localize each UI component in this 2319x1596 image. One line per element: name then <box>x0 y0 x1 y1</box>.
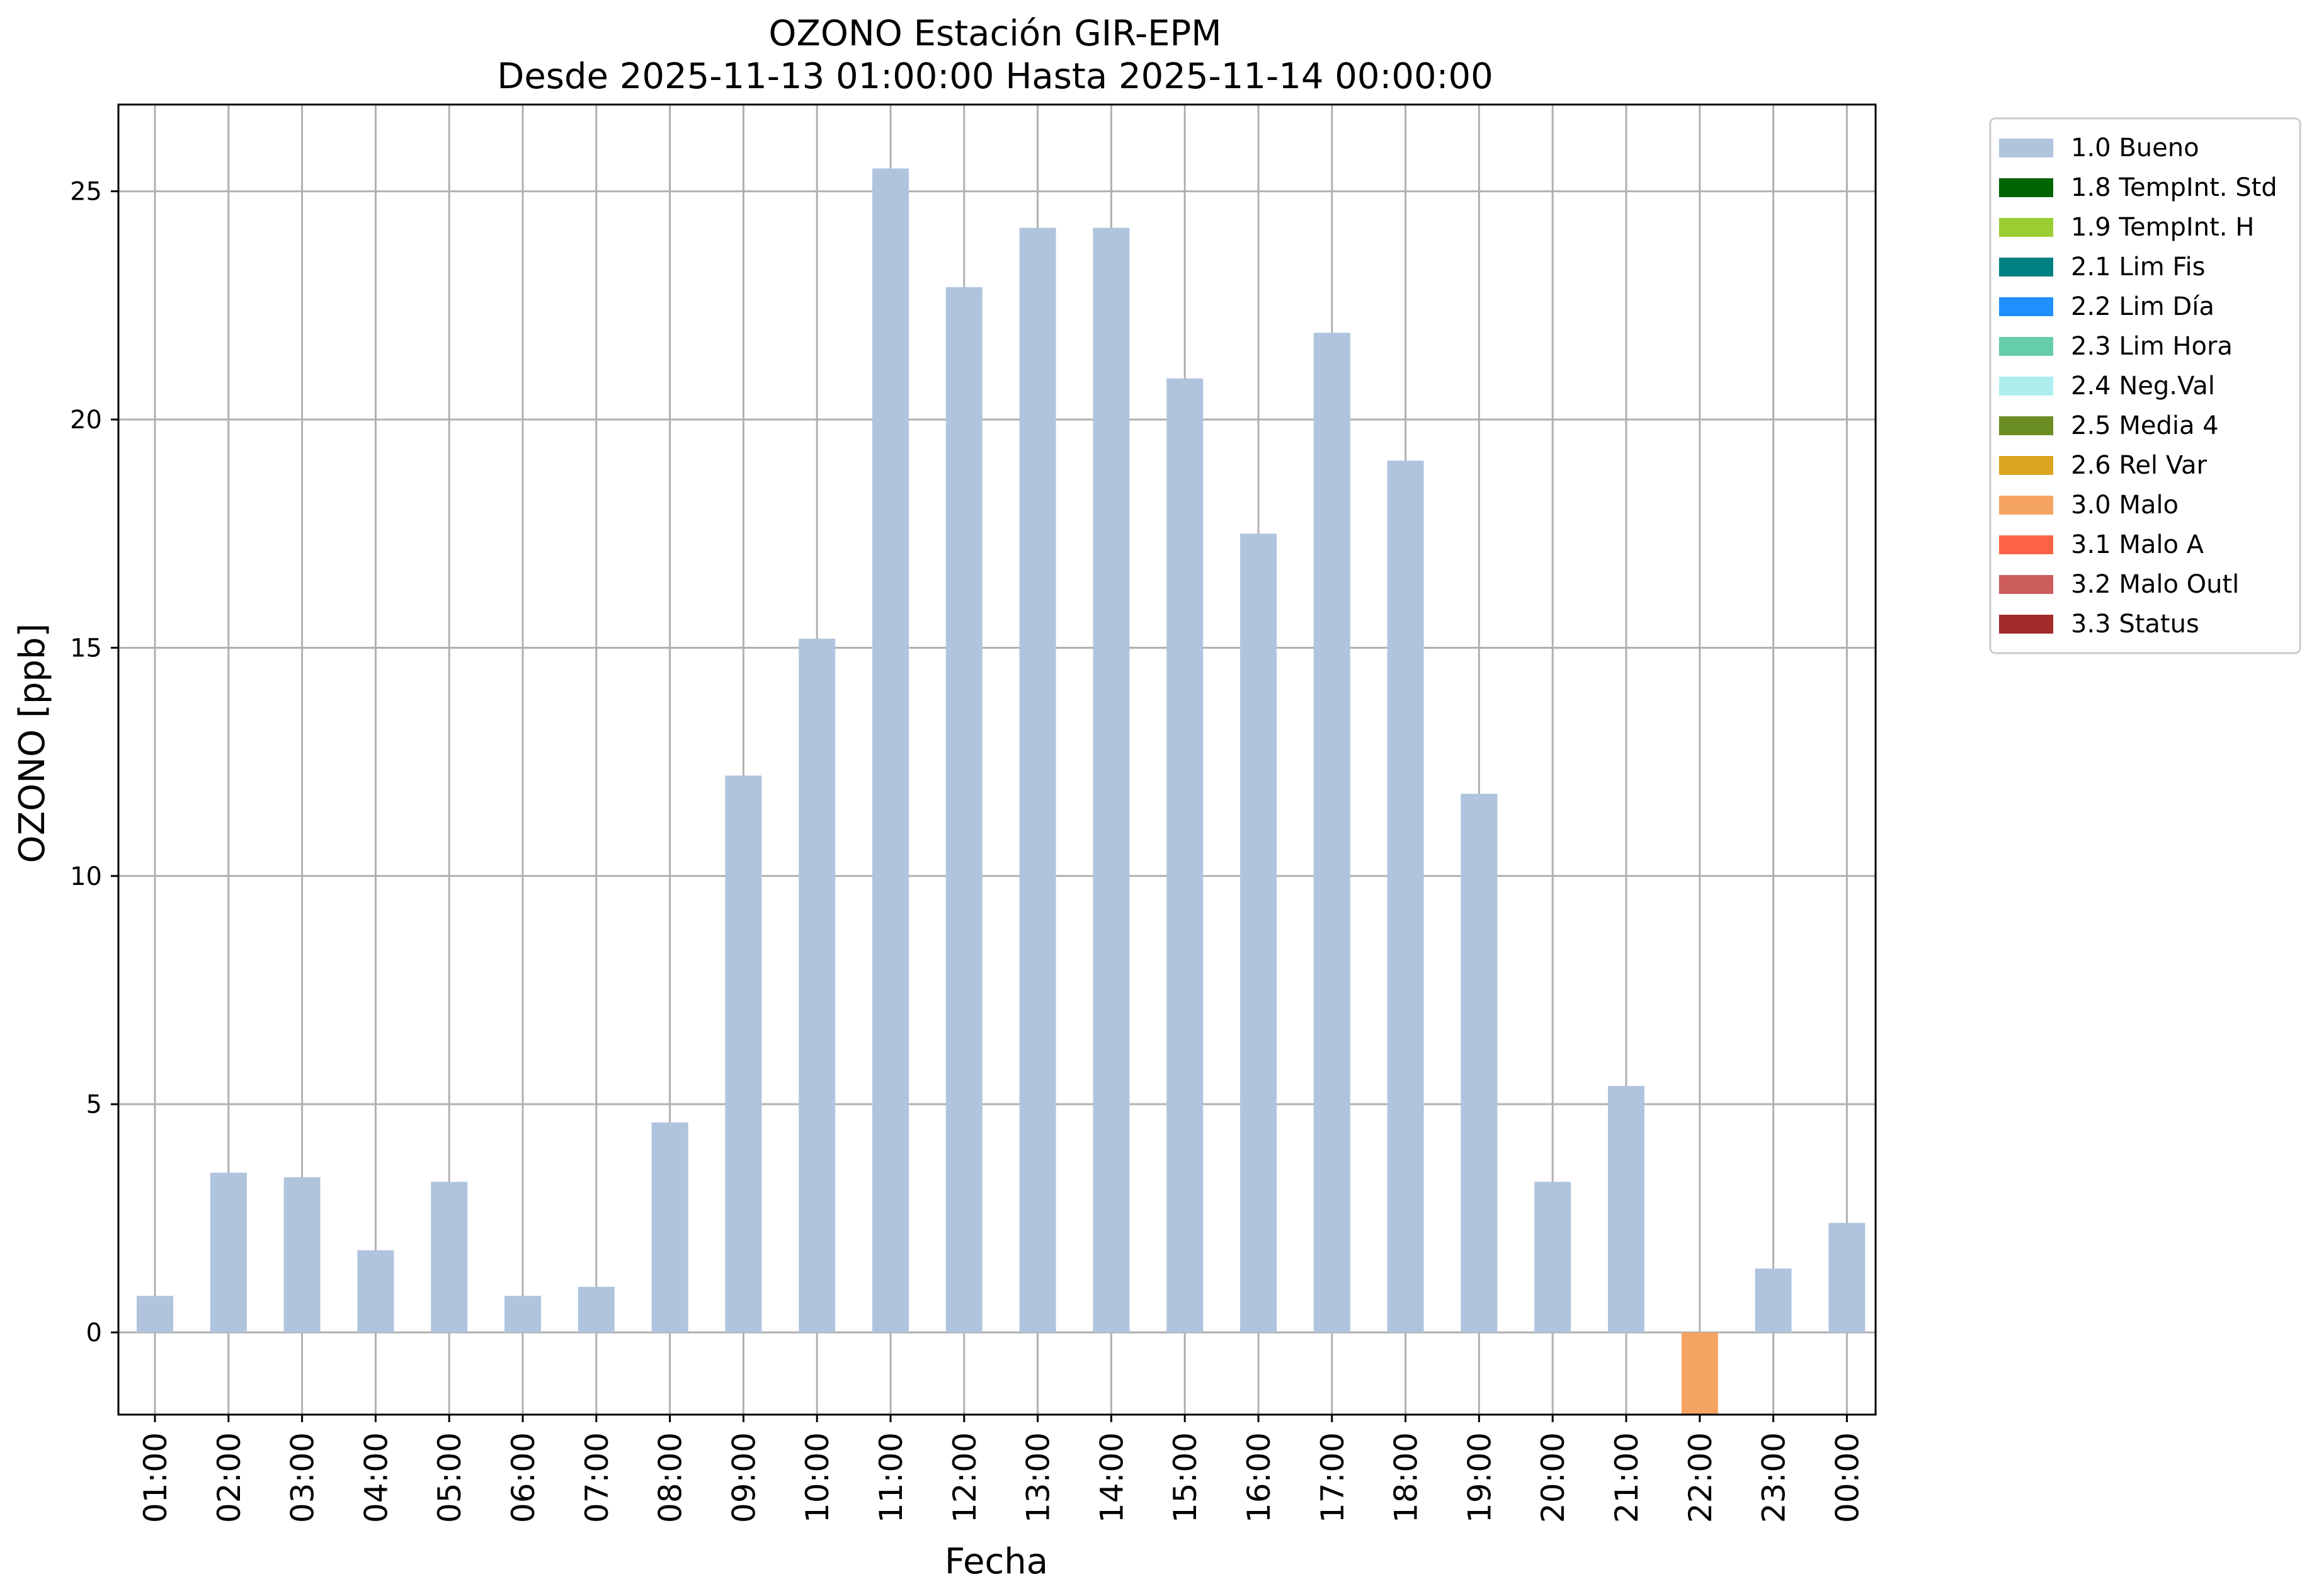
legend-swatch <box>1999 615 2053 634</box>
legend-label: 2.2 Lim Día <box>2071 292 2214 321</box>
x-tick-label: 23:00 <box>1756 1432 1792 1523</box>
chart-title: OZONO Estación GIR-EPM <box>768 13 1221 54</box>
bar-0000 <box>1828 1223 1866 1333</box>
x-tick-label: 13:00 <box>1020 1432 1057 1523</box>
legend-label: 3.0 Malo <box>2071 491 2179 520</box>
bar-1200 <box>945 287 983 1333</box>
bar-2000 <box>1534 1182 1571 1333</box>
y-tick-label: 25 <box>70 178 102 207</box>
bar-1400 <box>1093 227 1130 1333</box>
y-axis-label: OZONO [ppb] <box>12 624 53 864</box>
x-tick-label: 00:00 <box>1829 1432 1866 1523</box>
plot-frame <box>117 103 1877 1416</box>
x-tick-label: 06:00 <box>505 1432 542 1523</box>
legend-box <box>1989 117 2301 654</box>
x-tick-label: 08:00 <box>652 1432 689 1523</box>
x-tick-label: 19:00 <box>1461 1432 1498 1523</box>
legend-swatch <box>1999 377 2053 396</box>
legend-label: 2.4 Neg.Val <box>2071 372 2215 401</box>
bar-0500 <box>431 1182 468 1333</box>
legend-swatch <box>1999 575 2053 594</box>
legend-swatch <box>1999 139 2053 157</box>
legend-label: 3.1 Malo A <box>2071 530 2204 559</box>
legend-swatch <box>1999 297 2053 316</box>
y-tick-label: 20 <box>70 406 102 435</box>
bar-1300 <box>1019 227 1056 1333</box>
chart-subtitle: Desde 2025-11-13 01:00:00 Hasta 2025-11-… <box>497 56 1493 97</box>
bar-1100 <box>872 168 909 1333</box>
legend-swatch <box>1999 258 2053 276</box>
bar-1700 <box>1313 333 1350 1333</box>
x-tick-label: 11:00 <box>873 1432 909 1523</box>
bar-0100 <box>137 1296 173 1333</box>
legend: 1.0 Bueno 1.8 TempInt. Std 1.9 TempInt. H 2… <box>1989 117 2301 654</box>
legend-swatch <box>1999 496 2053 515</box>
x-tick-label: 16:00 <box>1241 1432 1277 1523</box>
x-tick-label: 21:00 <box>1609 1432 1645 1523</box>
x-tick-label: 12:00 <box>947 1432 983 1523</box>
y-tick-label: 0 <box>86 1319 102 1348</box>
legend-label: 3.3 Status <box>2071 610 2199 639</box>
legend-swatch <box>1999 535 2053 554</box>
x-tick-label: 14:00 <box>1093 1432 1130 1523</box>
legend-label: 2.3 Lim Hora <box>2071 332 2233 361</box>
y-tick-label: 15 <box>70 634 102 663</box>
legend-label: 1.9 TempInt. H <box>2071 213 2254 242</box>
axes <box>117 103 1877 1416</box>
legend-label: 1.0 Bueno <box>2071 134 2199 162</box>
legend-swatch <box>1999 218 2053 237</box>
x-tick-label: 01:00 <box>137 1432 174 1523</box>
bar-0900 <box>725 775 762 1333</box>
bar-2200 <box>1681 1332 1718 1415</box>
x-tick-label: 18:00 <box>1388 1432 1425 1523</box>
legend-label: 3.2 Malo Outl <box>2071 570 2239 599</box>
bar-0400 <box>357 1250 394 1333</box>
x-tick-label: 05:00 <box>431 1432 468 1523</box>
bar-0700 <box>578 1287 615 1333</box>
bar-1000 <box>799 638 836 1333</box>
x-tick-label: 02:00 <box>211 1432 248 1523</box>
x-tick-label: 03:00 <box>285 1432 321 1523</box>
legend-label: 1.8 TempInt. Std <box>2071 173 2277 202</box>
bar-1500 <box>1166 378 1204 1333</box>
x-tick-label: 10:00 <box>799 1432 836 1523</box>
y-tick-label: 5 <box>86 1090 102 1119</box>
bar-1800 <box>1387 460 1424 1333</box>
legend-swatch <box>1999 416 2053 435</box>
legend-label: 2.5 Media 4 <box>2071 411 2219 440</box>
x-tick-label: 20:00 <box>1535 1432 1571 1523</box>
bars <box>137 168 1866 1415</box>
x-tick-label: 17:00 <box>1314 1432 1351 1523</box>
bar-0300 <box>283 1177 321 1333</box>
legend-label: 2.1 Lim Fis <box>2071 253 2205 282</box>
x-tick-label: 22:00 <box>1682 1432 1719 1523</box>
bar-0800 <box>651 1122 688 1333</box>
y-ticks: 0 5 10 15 20 25 <box>70 178 118 1348</box>
bar-1900 <box>1461 794 1498 1333</box>
legend-swatch <box>1999 337 2053 356</box>
bar-0600 <box>504 1296 541 1333</box>
x-tick-label: 15:00 <box>1167 1432 1204 1523</box>
bar-1600 <box>1240 533 1277 1333</box>
bar-2100 <box>1608 1086 1644 1333</box>
bar-0200 <box>210 1172 247 1333</box>
x-axis-label: Fecha <box>945 1541 1048 1582</box>
legend-swatch <box>1999 456 2053 475</box>
legend-swatch <box>1999 178 2053 197</box>
bar-2300 <box>1755 1268 1792 1333</box>
x-tick-label: 07:00 <box>579 1432 615 1523</box>
y-tick-label: 10 <box>70 862 102 891</box>
x-tick-label: 04:00 <box>358 1432 394 1523</box>
x-tick-label: 09:00 <box>726 1432 762 1523</box>
x-ticks: 01:00 02:00 03:00 04:00 05:00 06:00 07:00 08:00… <box>137 1415 1866 1523</box>
legend-label: 2.6 Rel Var <box>2071 451 2208 480</box>
